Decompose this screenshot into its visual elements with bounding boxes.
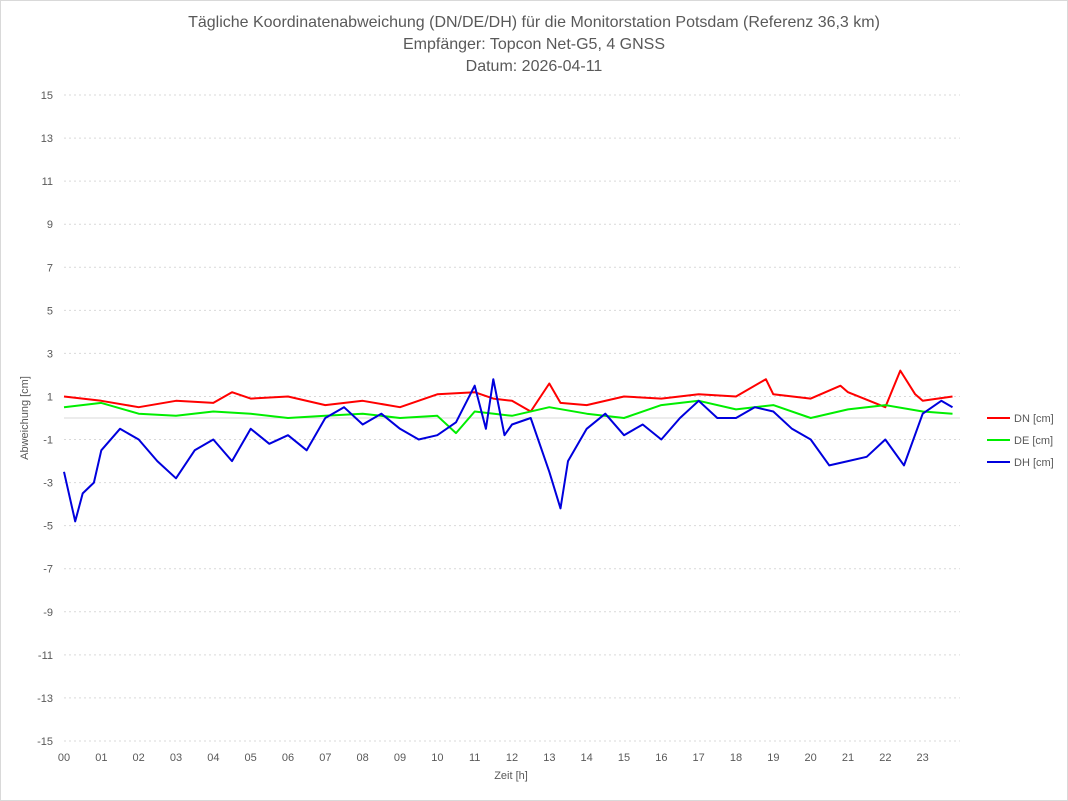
x-tick-label: 06 <box>282 752 294 764</box>
y-tick-label: 3 <box>47 348 53 360</box>
x-tick-label: 07 <box>319 752 331 764</box>
y-axis-title: Abweichung [cm] <box>19 376 31 460</box>
y-tick-label: 11 <box>42 176 53 188</box>
x-tick-label: 05 <box>245 752 257 764</box>
y-tick-label: -9 <box>43 607 53 619</box>
x-tick-label: 21 <box>842 752 854 764</box>
series-line-2 <box>63 399 953 435</box>
y-tick-label: 9 <box>47 219 53 231</box>
y-tick-label: -15 <box>37 736 53 748</box>
series-line-1 <box>63 369 953 413</box>
legend-entry: DN [cm] <box>1014 413 1054 425</box>
chart-title: Tägliche Koordinatenabweichung (DN/DE/DH… <box>188 14 880 31</box>
y-tick-label: -3 <box>43 478 53 490</box>
x-tick-label: 14 <box>581 752 593 764</box>
y-tick-label: 15 <box>41 90 53 102</box>
x-tick-label: 12 <box>506 752 518 764</box>
x-tick-label: 18 <box>730 752 742 764</box>
x-tick-label: 15 <box>618 752 630 764</box>
x-tick-label: 09 <box>394 752 406 764</box>
x-tick-label: 03 <box>170 752 182 764</box>
axes: 15 13 11 9 7 5 3 1 -1 -3 -5 -7 -9 -11 -13 -15 00 01 02 03 04… <box>37 90 960 764</box>
chart-date: Datum: 2026-04-11 <box>465 58 603 75</box>
x-tick-label: 23 <box>917 752 929 764</box>
y-tick-label: 7 <box>47 262 53 274</box>
x-tick-label: 01 <box>95 752 107 764</box>
y-tick-label: 13 <box>41 133 53 145</box>
x-tick-label: 17 <box>693 752 705 764</box>
gridlines <box>64 94 960 742</box>
y-tick-label: 1 <box>47 391 53 403</box>
y-tick-label: -11 <box>38 650 53 662</box>
x-tick-label: 13 <box>543 752 555 764</box>
x-tick-label: 19 <box>767 752 779 764</box>
series-line-3 <box>63 378 953 523</box>
y-tick-label: -13 <box>37 693 53 705</box>
x-tick-label: 22 <box>879 752 891 764</box>
x-tick-label: 11 <box>469 752 480 764</box>
legend-entry: DH [cm] <box>1014 457 1054 469</box>
x-tick-label: 16 <box>655 752 667 764</box>
x-tick-label: 02 <box>133 752 145 764</box>
x-axis-title: Zeit [h] <box>494 770 528 782</box>
legend-entry: DE [cm] <box>1014 435 1053 447</box>
y-tick-label: -1 <box>43 435 53 447</box>
y-tick-label: -7 <box>43 564 53 576</box>
y-tick-label: -5 <box>43 521 53 533</box>
x-tick-label: 04 <box>207 752 219 764</box>
legend: DN [cm] DE [cm] DH [cm] <box>987 413 1054 469</box>
x-tick-label: 20 <box>805 752 817 764</box>
chart-title-block: Tägliche Koordinatenabweichung (DN/DE/DH… <box>0 12 1068 78</box>
x-tick-label: 10 <box>431 752 443 764</box>
y-tick-label: 5 <box>47 305 53 317</box>
x-tick-label: 00 <box>58 752 70 764</box>
chart-subtitle: Empfänger: Topcon Net-G5, 4 GNSS <box>402 36 666 53</box>
x-tick-label: 08 <box>357 752 369 764</box>
series-lines <box>63 369 953 523</box>
